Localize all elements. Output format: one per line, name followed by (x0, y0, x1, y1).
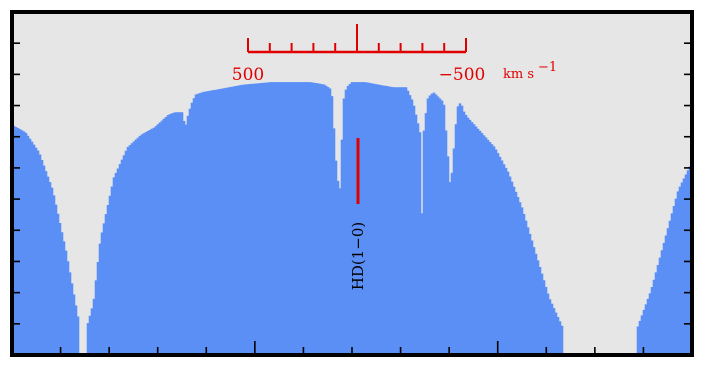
velocity-unit-label: km s −1 (503, 60, 557, 82)
spectrum-fill-layer (10, 82, 694, 355)
plot-frame (10, 10, 694, 357)
velocity-scale-label-right: −500 (439, 65, 486, 85)
velocity-scale-bar: 500 −500 km s −1 (232, 24, 557, 85)
velocity-scale-ticks (247, 24, 467, 52)
velocity-scale-label-left: 500 (232, 65, 264, 85)
hd-line-label: HD(1−0) (349, 222, 367, 290)
velocity-unit-text: km s (503, 67, 534, 82)
velocity-unit-superscript: −1 (538, 60, 557, 75)
